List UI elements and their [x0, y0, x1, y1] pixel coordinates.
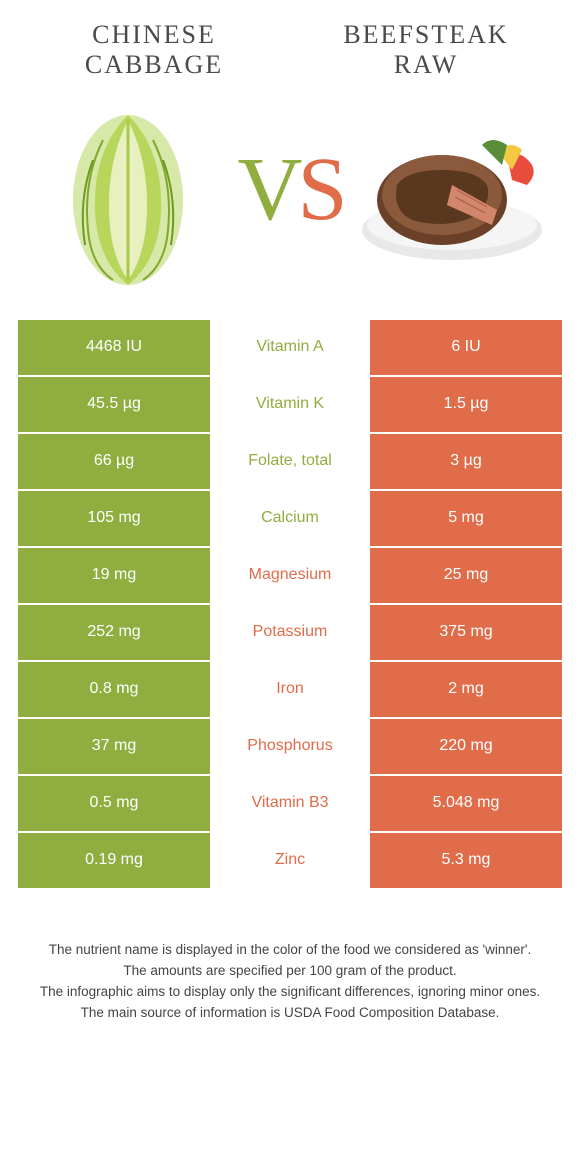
table-row: 105 mgCalcium5 mg	[18, 491, 562, 548]
right-value: 3 µg	[370, 434, 562, 491]
nutrient-name: Potassium	[210, 605, 370, 662]
right-title-line2: raw	[394, 50, 459, 79]
nutrient-name: Magnesium	[210, 548, 370, 605]
left-value: 0.19 mg	[18, 833, 210, 890]
left-value: 45.5 µg	[18, 377, 210, 434]
left-value: 19 mg	[18, 548, 210, 605]
note-line-4: The main source of information is USDA F…	[28, 1003, 552, 1024]
table-row: 0.5 mgVitamin B35.048 mg	[18, 776, 562, 833]
right-title-line1: Beefsteak	[343, 20, 508, 49]
right-value: 220 mg	[370, 719, 562, 776]
right-title: Beefsteak raw	[290, 20, 562, 80]
table-row: 37 mgPhosphorus220 mg	[18, 719, 562, 776]
infographic: Chinese cabbage Beefsteak raw	[0, 0, 580, 1043]
right-value: 1.5 µg	[370, 377, 562, 434]
notes: The nutrient name is displayed in the co…	[18, 940, 562, 1024]
table-row: 66 µgFolate, total3 µg	[18, 434, 562, 491]
table-row: 45.5 µgVitamin K1.5 µg	[18, 377, 562, 434]
table-row: 0.8 mgIron2 mg	[18, 662, 562, 719]
note-line-2: The amounts are specified per 100 gram o…	[28, 961, 552, 982]
left-value: 66 µg	[18, 434, 210, 491]
note-line-3: The infographic aims to display only the…	[28, 982, 552, 1003]
vs-v: V	[237, 140, 297, 239]
right-value: 5.048 mg	[370, 776, 562, 833]
note-line-1: The nutrient name is displayed in the co…	[28, 940, 552, 961]
left-title-line2: cabbage	[85, 50, 223, 79]
right-value: 5 mg	[370, 491, 562, 548]
vs-s: S	[297, 140, 342, 239]
left-title: Chinese cabbage	[18, 20, 290, 80]
steak-icon	[357, 115, 547, 265]
table-row: 19 mgMagnesium25 mg	[18, 548, 562, 605]
cabbage-icon	[53, 90, 203, 290]
nutrient-name: Folate, total	[210, 434, 370, 491]
right-value: 6 IU	[370, 320, 562, 377]
right-image	[343, 90, 562, 290]
right-value: 5.3 mg	[370, 833, 562, 890]
table-row: 252 mgPotassium375 mg	[18, 605, 562, 662]
table-row: 4468 IUVitamin A6 IU	[18, 320, 562, 377]
left-value: 105 mg	[18, 491, 210, 548]
right-value: 375 mg	[370, 605, 562, 662]
nutrient-name: Iron	[210, 662, 370, 719]
left-value: 252 mg	[18, 605, 210, 662]
right-value: 25 mg	[370, 548, 562, 605]
nutrient-name: Zinc	[210, 833, 370, 890]
right-title-col: Beefsteak raw	[290, 20, 562, 80]
left-title-line1: Chinese	[92, 20, 216, 49]
nutrient-table: 4468 IUVitamin A6 IU45.5 µgVitamin K1.5 …	[18, 320, 562, 890]
images-row: VS	[18, 90, 562, 290]
nutrient-name: Phosphorus	[210, 719, 370, 776]
right-value: 2 mg	[370, 662, 562, 719]
table-row: 0.19 mgZinc5.3 mg	[18, 833, 562, 890]
header: Chinese cabbage Beefsteak raw	[18, 20, 562, 80]
left-title-col: Chinese cabbage	[18, 20, 290, 80]
nutrient-name: Calcium	[210, 491, 370, 548]
left-value: 0.5 mg	[18, 776, 210, 833]
left-value: 4468 IU	[18, 320, 210, 377]
vs-label: VS	[237, 138, 342, 241]
left-value: 37 mg	[18, 719, 210, 776]
left-image	[18, 90, 237, 290]
nutrient-name: Vitamin K	[210, 377, 370, 434]
left-value: 0.8 mg	[18, 662, 210, 719]
nutrient-name: Vitamin A	[210, 320, 370, 377]
nutrient-name: Vitamin B3	[210, 776, 370, 833]
